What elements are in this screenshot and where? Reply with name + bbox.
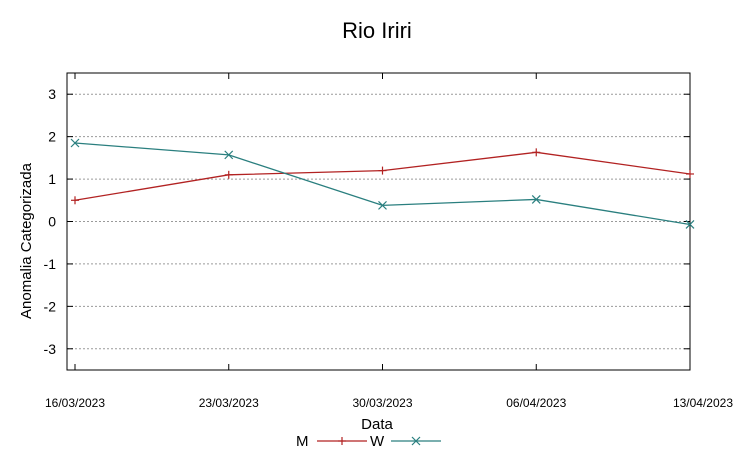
legend-marker [338,437,346,445]
y-tick-label: -3 [44,341,57,357]
data-point [224,170,233,179]
legend-label: W [370,433,385,450]
series-line [74,151,691,201]
data-point [378,166,387,175]
data-point [685,220,695,229]
series-line [74,142,691,226]
x-axis-label: Data [361,416,393,433]
x-tick-label: 30/03/2023 [352,396,412,410]
y-tick-label: -2 [44,298,57,314]
x-tick-label: 16/03/2023 [45,396,105,410]
y-tick-label: -1 [44,256,57,272]
y-tick-label: 2 [48,129,56,145]
y-axis: 3 2 1 0 -1 -2 -3 [44,86,690,357]
data-point [531,195,541,204]
y-tick-label: 0 [48,214,56,230]
legend-marker [411,436,421,446]
series-M [71,148,694,205]
data-point [532,148,541,157]
series-W [70,138,695,229]
series-layer [70,138,695,229]
y-tick-label: 3 [48,86,56,102]
data-point [224,150,234,160]
grid-lines [67,93,690,350]
legend-label: M [296,433,309,450]
data-point [70,138,80,148]
data-point [378,200,387,210]
x-axis: 16/03/2023 23/03/2023 30/03/2023 06/04/2023… [45,73,733,410]
y-tick-label: 1 [48,171,56,187]
data-point [71,196,79,205]
chart-title: Rio Iriri [342,18,412,43]
data-point [686,169,694,178]
x-tick-label: 13/04/2023 [673,396,733,410]
y-axis-label: Anomalia Categorizada [18,162,35,319]
x-tick-label: 06/04/2023 [506,396,566,410]
x-tick-label: 23/03/2023 [199,396,259,410]
